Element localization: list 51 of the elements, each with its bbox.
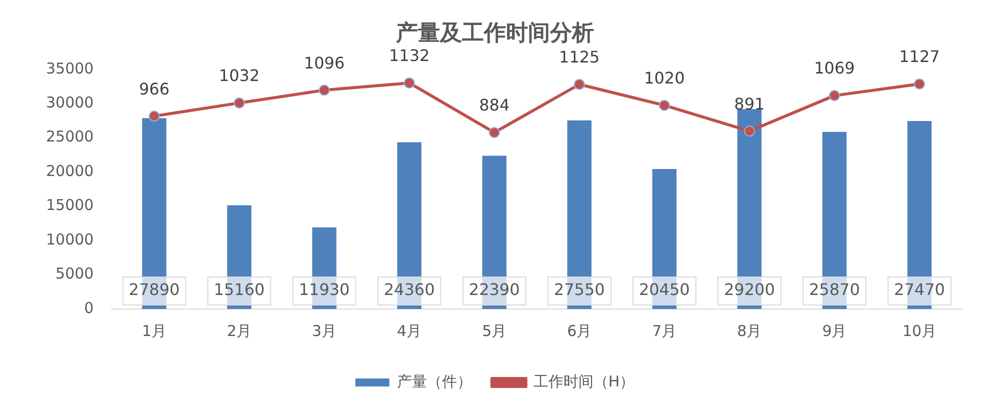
data-label: 29200: [724, 280, 775, 300]
y-tick-label: 35000: [46, 59, 94, 78]
data-label: 1069: [814, 58, 855, 78]
data-label: 11930: [298, 280, 350, 300]
y-tick-label: 30000: [46, 94, 94, 112]
data-label: 27470: [894, 280, 945, 300]
data-label: 27550: [554, 280, 605, 300]
point: [318, 84, 330, 96]
point: [744, 126, 755, 137]
data-label: 1020: [644, 68, 685, 88]
data-label: 1132: [388, 46, 430, 66]
data-label: 27890: [128, 280, 180, 300]
data-label: 1032: [218, 66, 260, 86]
y-tick-label: 20000: [46, 162, 94, 180]
data-label: 891: [734, 94, 765, 114]
data-label: 15160: [214, 280, 265, 300]
x-tick-label: 10月: [902, 322, 937, 340]
data-label: 1096: [304, 53, 345, 72]
data-label: 966: [138, 79, 170, 98]
data-label: 20450: [638, 280, 690, 300]
x-tick-label: 9月: [822, 322, 847, 340]
data-label: 24360: [384, 280, 435, 300]
data-label: 1125: [559, 48, 600, 67]
data-label: 1127: [899, 47, 940, 66]
point: [404, 77, 415, 88]
point: [914, 78, 925, 90]
point: [658, 100, 670, 111]
x-tick-label: 3月: [312, 322, 337, 340]
data-label: 25870: [809, 280, 860, 300]
y-tick-label: 10000: [46, 230, 94, 248]
x-tick-label: 7月: [652, 322, 677, 340]
y-tick-label: 15000: [46, 196, 94, 214]
legend-label: 工作时间（H）: [533, 372, 635, 390]
legend-label: 产量（件）: [396, 372, 472, 390]
x-tick-label: 1月: [142, 322, 167, 340]
y-tick-label: 5000: [56, 264, 94, 283]
point: [574, 78, 585, 90]
point: [148, 110, 160, 122]
x-tick-label: 4月: [397, 322, 422, 340]
point: [234, 97, 245, 108]
point: [828, 90, 840, 102]
x-tick-label: 6月: [567, 322, 592, 340]
data-label: 22390: [468, 280, 520, 300]
chart-title: 产量及工作时间分析: [395, 20, 594, 46]
x-tick-label: 2月: [226, 322, 252, 340]
data-label: 884: [479, 96, 510, 115]
y-tick-label: 25000: [46, 128, 94, 146]
point: [488, 126, 500, 138]
y-tick-label: 0: [84, 298, 94, 317]
x-tick-label: 5月: [482, 322, 507, 340]
x-tick-label: 8月: [737, 322, 762, 340]
